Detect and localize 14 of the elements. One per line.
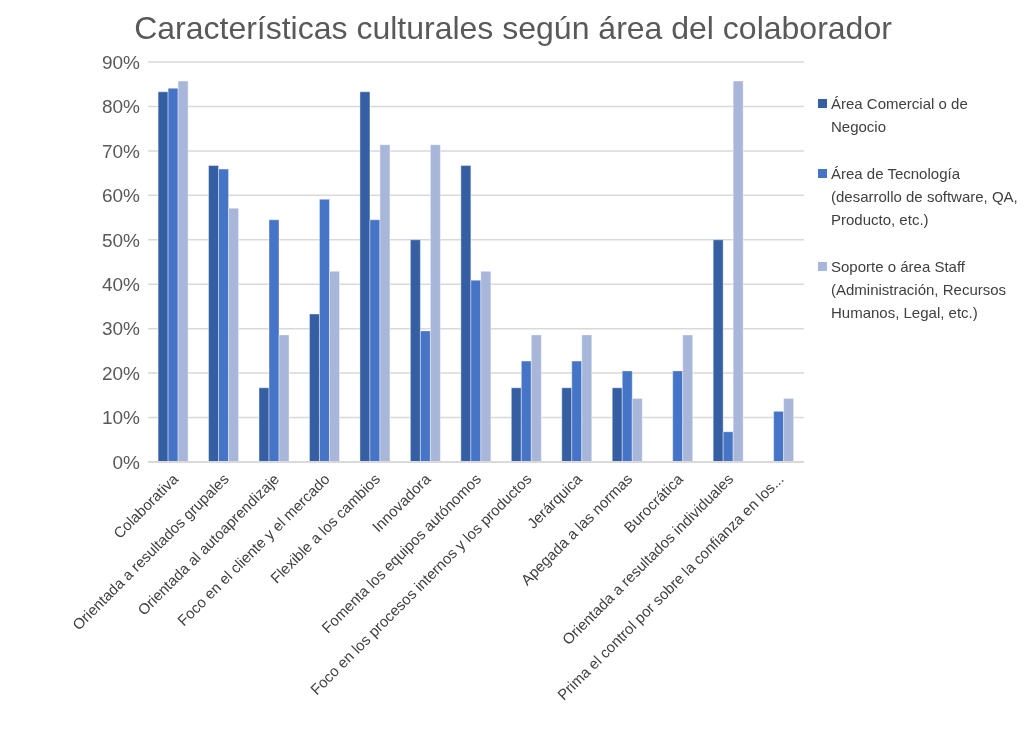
chart-title: Características culturales según área del colaborador (133, 9, 893, 48)
y-tick-label: 10% (101, 407, 141, 429)
y-tick-label: 40% (101, 273, 141, 295)
y-tick-label: 20% (101, 362, 141, 384)
legend-label: Área Comercial o de Negocio (831, 94, 969, 137)
y-tick-label: 60% (101, 185, 141, 207)
legend-label: Área de Tecnología (desarrollo de software, QA, Producto, etc.) (831, 164, 1018, 230)
y-tick-label: 30% (101, 318, 141, 340)
legend-label: Soporte o área Staff (Administración, Recursos Humanos, Legal, etc.) (831, 257, 1008, 323)
y-tick-label: 0% (112, 451, 141, 473)
y-tick-label: 50% (101, 229, 141, 251)
y-tick-label: 80% (101, 96, 141, 118)
y-tick-label: 90% (101, 51, 141, 73)
y-tick-label: 70% (101, 140, 141, 162)
